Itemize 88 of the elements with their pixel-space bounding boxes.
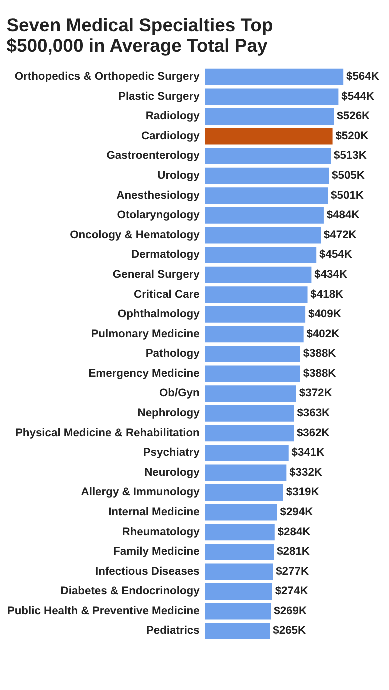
bar: [205, 128, 333, 145]
data-label: $402K: [306, 328, 340, 340]
y-tick-label: Physical Medicine & Rehabilitation: [15, 427, 200, 440]
bar: [205, 504, 278, 521]
data-label: $388K: [303, 348, 336, 360]
y-tick-label: Pathology: [146, 348, 201, 360]
data-label: $434K: [314, 268, 348, 281]
y-tick-label: Radiology: [146, 110, 201, 123]
data-label: $513K: [334, 150, 367, 162]
data-label: $409K: [308, 308, 342, 321]
bar: [205, 266, 312, 284]
bar: [205, 207, 324, 224]
bar: [205, 386, 296, 402]
y-tick-label: Internal Medicine: [108, 506, 200, 518]
bar: [205, 405, 294, 422]
bar: [205, 68, 344, 86]
y-tick-label: Allergy & Immunology: [81, 486, 201, 499]
data-label: $564K: [346, 71, 380, 84]
bar: [205, 544, 274, 560]
data-label: $484K: [326, 210, 360, 222]
y-tick-label: Dermatology: [132, 249, 201, 262]
bar: [205, 306, 306, 323]
data-label: $388K: [303, 368, 336, 380]
data-label: $281K: [277, 546, 310, 558]
bar: [205, 484, 284, 501]
bar: [205, 366, 300, 382]
data-label: $265K: [273, 625, 306, 638]
data-label: $544K: [342, 90, 375, 103]
y-tick-label: Ophthalmology: [118, 308, 201, 321]
bar: [205, 88, 339, 106]
bar: [205, 584, 272, 600]
y-tick-label: Infectious Diseases: [96, 566, 200, 578]
bar: [205, 188, 328, 204]
data-label: $520K: [336, 130, 369, 142]
y-tick-label: Family Medicine: [114, 546, 200, 558]
y-tick-label: Oncology & Hematology: [70, 229, 201, 242]
bar: [205, 108, 334, 125]
bar: [205, 326, 304, 343]
y-tick-label: Ob/Gyn: [159, 388, 200, 400]
y-tick-label: Orthopedics & Orthopedic Surgery: [14, 71, 201, 84]
y-tick-label: General Surgery: [112, 268, 201, 281]
chart-title: Seven Medical Specialties Top $500,000 in Average Total Pay: [6, 14, 274, 56]
data-label: $362K: [296, 427, 330, 440]
y-tick-label: Public Health & Preventive Medicine: [7, 605, 200, 618]
y-tick-label: Urology: [158, 170, 201, 182]
data-label: $332K: [290, 466, 323, 479]
data-label: $501K: [331, 190, 364, 202]
bar: [205, 168, 330, 184]
data-label: $284K: [278, 526, 311, 538]
bar: [205, 247, 317, 264]
data-label: $363K: [297, 408, 330, 420]
data-label: $294K: [280, 506, 314, 518]
data-label: $418K: [310, 288, 344, 301]
y-tick-label: Critical Care: [134, 288, 200, 301]
y-tick-label: Cardiology: [141, 130, 201, 142]
y-tick-label: Anesthesiology: [116, 190, 201, 202]
data-label: $526K: [337, 110, 370, 123]
bar: [205, 603, 272, 620]
data-label: $274K: [275, 586, 308, 598]
data-label: $319K: [286, 486, 320, 499]
data-label: $505K: [332, 170, 365, 182]
data-label: $472K: [324, 229, 357, 242]
bar: [205, 346, 300, 362]
y-tick-label: Nephrology: [138, 408, 201, 420]
y-tick-label: Otolaryngology: [117, 210, 201, 222]
y-tick-label: Pulmonary Medicine: [91, 328, 200, 340]
bar: [205, 564, 274, 580]
data-label: $269K: [274, 605, 308, 618]
y-tick-label: Plastic Surgery: [118, 90, 201, 103]
bar: [205, 623, 270, 640]
y-tick-label: Rheumatology: [122, 526, 201, 538]
bar: [205, 524, 275, 541]
y-tick-label: Gastroenterology: [106, 150, 201, 162]
y-tick-label: Diabetes & Endocrinology: [60, 586, 201, 598]
bar: [205, 148, 332, 165]
data-label: $372K: [299, 388, 332, 400]
y-tick-label: Neurology: [144, 466, 201, 479]
bar: [205, 286, 308, 304]
y-tick-label: Psychiatry: [143, 447, 201, 460]
data-label: $454K: [320, 249, 352, 262]
y-tick-label: Pediatrics: [146, 625, 200, 638]
bar: [205, 227, 322, 244]
bar: [205, 444, 289, 462]
y-tick-label: Emergency Medicine: [88, 368, 200, 380]
data-label: $341K: [292, 447, 325, 460]
bar: [205, 425, 294, 442]
data-label: $277K: [276, 566, 310, 578]
bar: [205, 464, 287, 482]
